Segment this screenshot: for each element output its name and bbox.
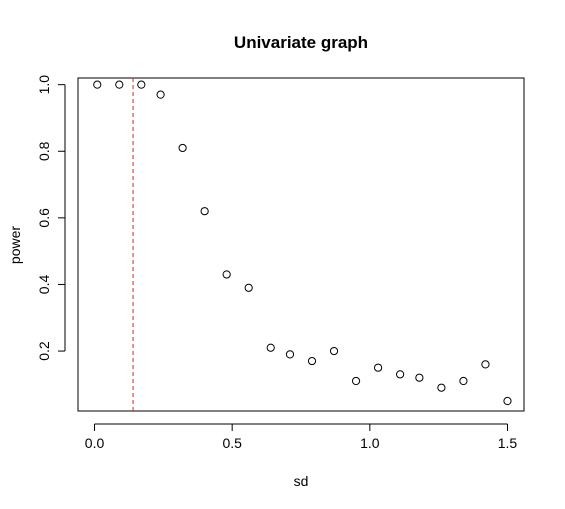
x-axis-label: sd	[294, 473, 309, 489]
x-axis: 0.0 0.5 1.0 1.5	[85, 423, 518, 451]
data-point	[329, 346, 339, 356]
data-point	[115, 80, 124, 89]
data-point	[307, 356, 317, 366]
data-point	[266, 343, 275, 352]
data-point	[481, 360, 490, 369]
data-point	[200, 207, 209, 216]
data-point	[178, 143, 187, 153]
data-point	[396, 370, 405, 379]
y-tick-label: 0.8	[36, 141, 52, 161]
data-point	[459, 376, 468, 386]
data-point	[351, 376, 361, 386]
x-tick-label: 1.0	[360, 435, 380, 451]
data-point	[244, 283, 253, 292]
y-tick-label: 0.6	[36, 208, 52, 228]
y-axis-label: power	[7, 226, 23, 264]
y-tick-label: 1.0	[36, 75, 52, 95]
data-point	[415, 373, 424, 382]
data-point	[437, 383, 446, 392]
data-point	[156, 90, 165, 99]
data-point	[93, 80, 102, 89]
data-point	[503, 396, 512, 406]
x-tick-label: 1.5	[498, 435, 518, 451]
y-tick-label: 0.2	[36, 341, 52, 361]
data-point	[285, 350, 295, 359]
data-point	[373, 363, 383, 372]
chart-title: Univariate graph	[234, 33, 368, 52]
data-point	[137, 80, 146, 89]
y-axis: 0.2 0.4 0.6 0.8 1.0	[36, 75, 66, 361]
x-tick-label: 0.5	[222, 435, 242, 451]
data-point	[222, 270, 231, 279]
plot-frame	[77, 77, 525, 412]
y-tick-label: 0.4	[36, 275, 52, 295]
x-tick-label: 0.0	[85, 435, 105, 451]
data-points	[93, 80, 512, 406]
